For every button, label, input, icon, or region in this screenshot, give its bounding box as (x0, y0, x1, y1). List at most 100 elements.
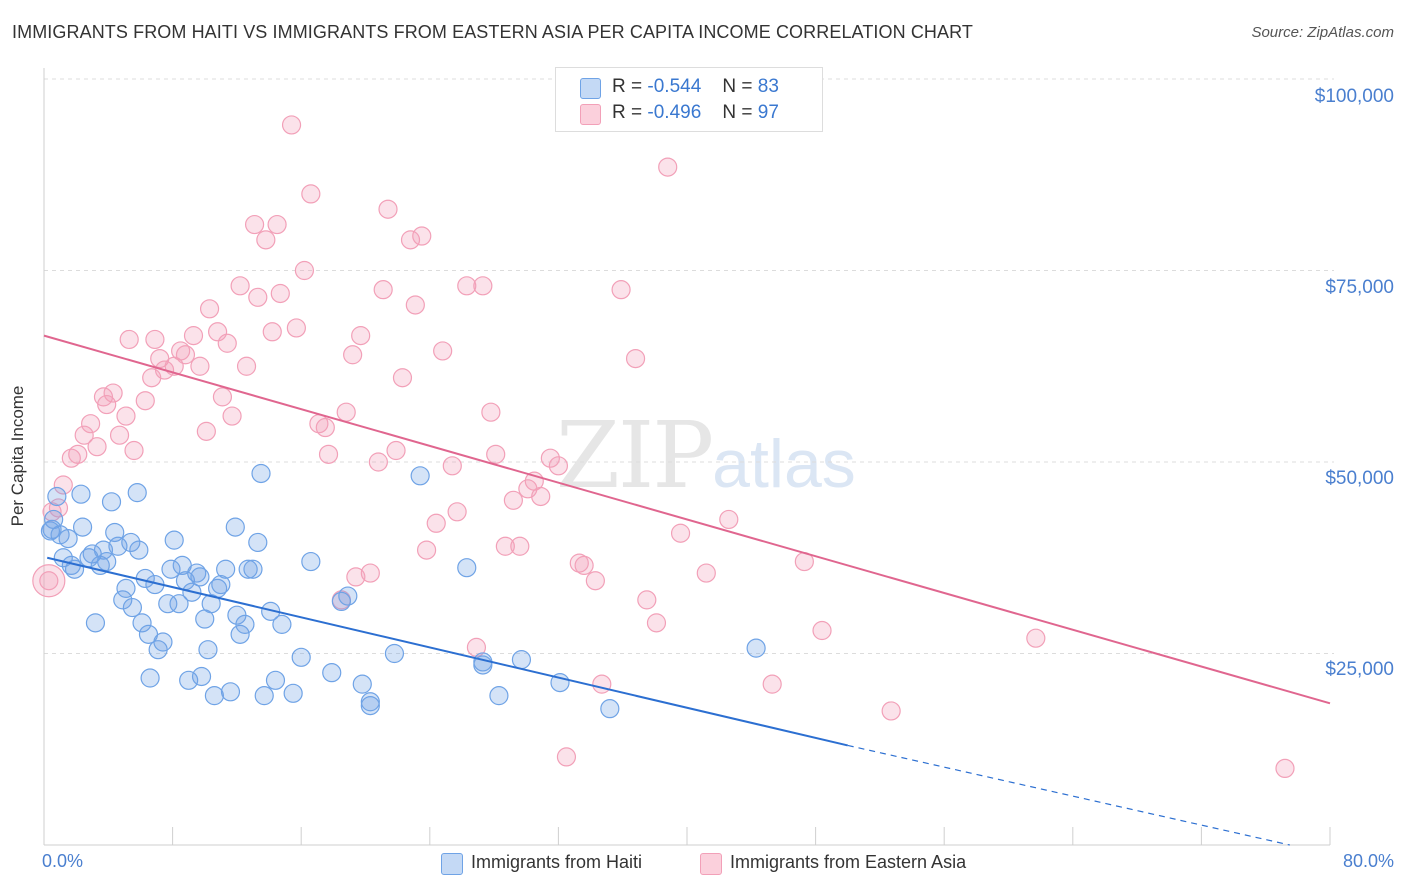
asia-point (405, 295, 425, 315)
asia-n-value: 97 (757, 102, 779, 123)
asia-point (116, 406, 136, 426)
haiti-trend-line (46, 556, 848, 747)
asia-point (262, 322, 282, 342)
asia-point (548, 456, 569, 476)
haiti-point (116, 578, 136, 598)
asia-point (1026, 628, 1046, 648)
watermark: ZIPatlas (556, 402, 856, 509)
haiti-point (230, 624, 250, 644)
x-tick-label-max: 80.0% (1342, 851, 1394, 871)
asia-point (39, 571, 59, 591)
haiti-point (71, 484, 91, 504)
haiti-point (211, 574, 231, 595)
asia-point (368, 452, 388, 472)
haiti-point (746, 638, 766, 658)
asia-trend-line (43, 334, 1331, 705)
haiti-point (179, 670, 199, 690)
asia-point (1275, 758, 1295, 779)
asia-point (81, 414, 101, 434)
asia-point (68, 444, 88, 464)
haiti-point (85, 613, 106, 633)
haiti-point (511, 650, 532, 670)
haiti-point (283, 683, 303, 703)
haiti-point (93, 540, 114, 560)
haiti-point (322, 663, 342, 683)
asia-point (199, 299, 220, 319)
asia-point (373, 280, 393, 300)
asia-legend-swatch (700, 853, 722, 875)
haiti-point (384, 643, 405, 664)
asia-point (392, 368, 413, 388)
asia-point (611, 280, 631, 300)
haiti-point (97, 551, 117, 572)
haiti-point (190, 567, 210, 587)
asia-point (386, 440, 406, 461)
haiti-point (216, 559, 236, 579)
asia-point (696, 563, 716, 583)
haiti-point (108, 536, 128, 556)
asia-point (812, 620, 832, 641)
haiti-point (101, 492, 122, 512)
asia-point (315, 417, 335, 438)
n-label: N = (722, 102, 753, 123)
asia-point (270, 283, 290, 304)
haiti-point (204, 686, 224, 706)
haiti-point (127, 483, 147, 503)
haiti-point (489, 686, 509, 706)
asia-point (135, 391, 155, 411)
y-tick-label-25000: $25,000 (1325, 659, 1394, 680)
haiti-n-value: 83 (757, 76, 779, 97)
haiti-point (169, 594, 189, 614)
asia-r-value: -0.496 (647, 102, 702, 123)
asia-point (103, 383, 123, 403)
asia-point (301, 184, 321, 204)
haiti-point (129, 540, 149, 560)
asia-point (481, 402, 501, 422)
asia-point (248, 287, 268, 307)
asia-point (346, 567, 366, 587)
asia-point (190, 356, 210, 376)
asia-point (74, 425, 94, 445)
haiti-trend-extension (847, 744, 1290, 846)
haiti-point (47, 486, 67, 507)
asia-point (267, 214, 287, 235)
haiti-point (243, 559, 263, 579)
haiti-legend-swatch (441, 853, 463, 875)
asia-swatch (580, 104, 601, 125)
haiti-point (301, 551, 321, 572)
asia-point (281, 115, 302, 135)
asia-point (343, 345, 363, 365)
asia-point (592, 674, 612, 694)
haiti-point (158, 594, 178, 614)
haiti-swatch (580, 78, 601, 99)
asia-point (658, 157, 678, 177)
asia-point (256, 230, 276, 250)
asia-point (145, 329, 165, 350)
haiti-point (198, 640, 218, 660)
haiti-r-value: -0.544 (647, 76, 702, 97)
asia-point (230, 276, 250, 296)
asia-point (637, 590, 657, 610)
asia-point (510, 536, 530, 556)
haiti-point (161, 559, 181, 579)
asia-point (236, 356, 257, 376)
r-label: R = (612, 76, 643, 97)
asia-point (183, 326, 204, 346)
y-tick-label-100000: $100,000 (1314, 86, 1394, 107)
haiti-point (457, 558, 477, 578)
haiti-point (291, 647, 311, 667)
haiti-point (338, 586, 358, 606)
asia-point (412, 226, 432, 246)
haiti-point (164, 530, 184, 550)
haiti-point (265, 670, 286, 690)
y-tick-label-75000: $75,000 (1325, 277, 1394, 298)
asia-point (433, 341, 453, 361)
x-tick-label-min: 0.0% (42, 851, 84, 871)
asia-point (318, 444, 339, 464)
asia-point (457, 276, 477, 296)
asia-point (540, 448, 560, 468)
haiti-point (122, 597, 143, 618)
haiti-point (191, 666, 212, 687)
asia-point (217, 333, 237, 353)
